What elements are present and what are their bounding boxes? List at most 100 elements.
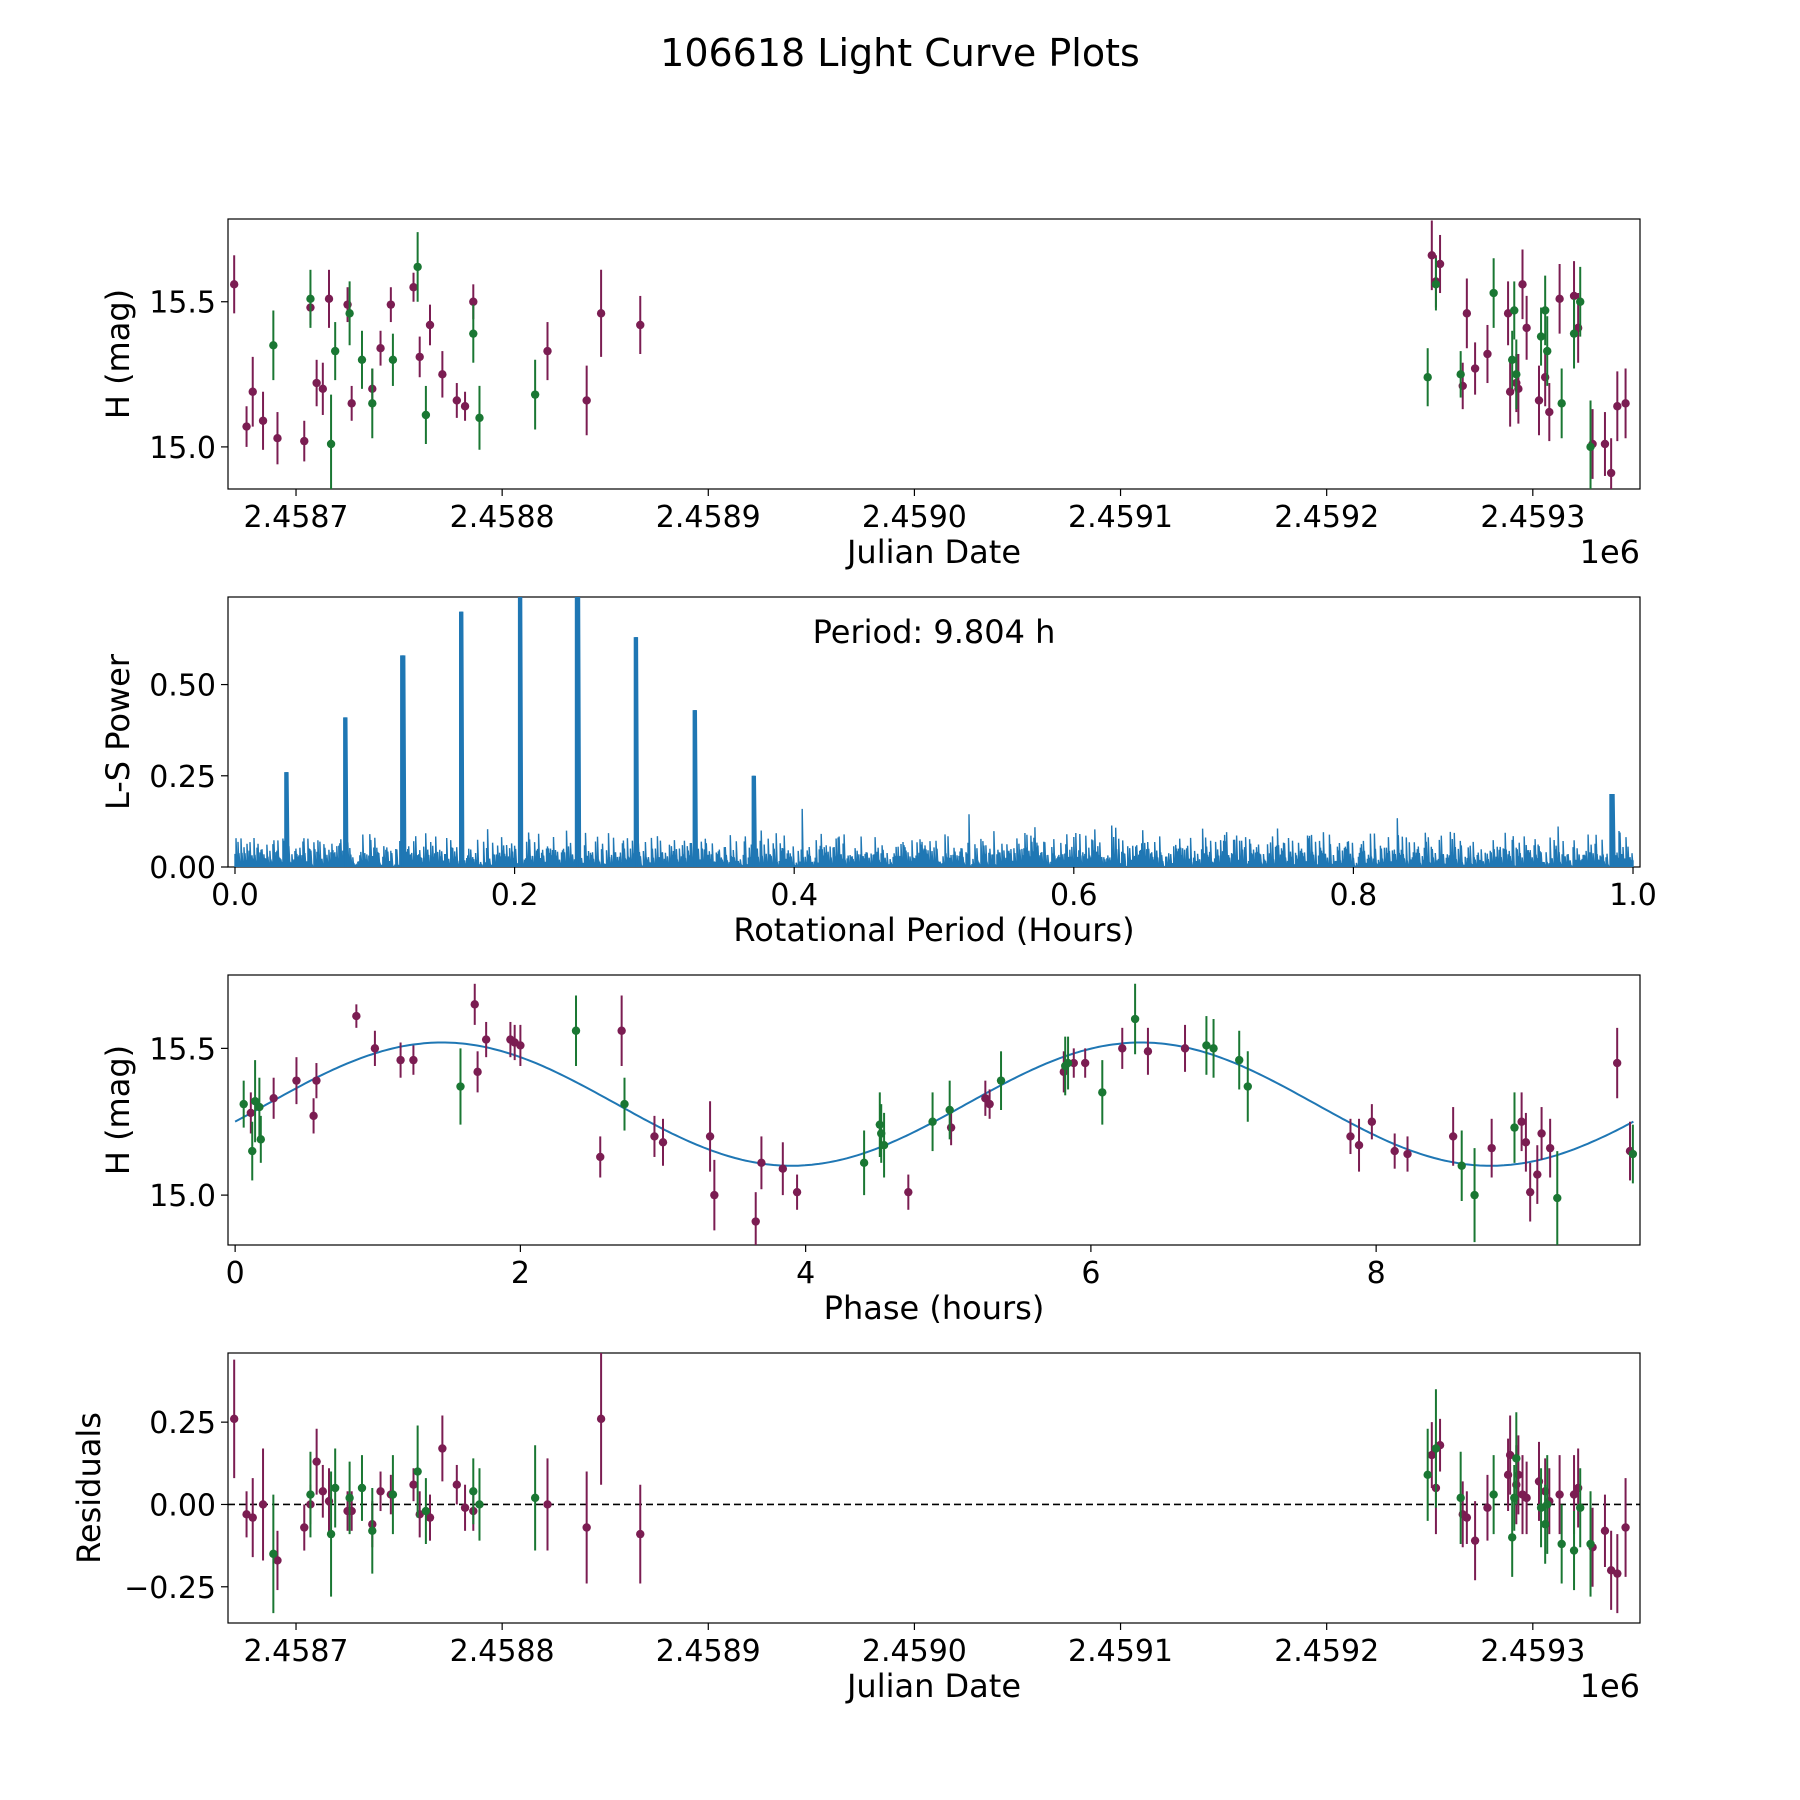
data-point: [571, 995, 581, 1066]
y-tick-label: 0.25: [149, 760, 216, 795]
point-marker: [306, 294, 315, 304]
data-point: [415, 336, 424, 378]
data-point: [229, 255, 239, 314]
data-point: [1512, 339, 1521, 410]
point-marker: [1621, 399, 1630, 408]
y-axis-label-phase-fold: H (mag): [99, 1045, 137, 1175]
point-marker: [425, 1513, 435, 1522]
x-axis-label-light-curve: Julian Date: [845, 533, 1021, 571]
x-tick-label: 2.4592: [1274, 500, 1379, 535]
x-tick-label: 0.8: [1330, 878, 1378, 913]
point-marker: [1600, 439, 1610, 449]
x-tick: 0: [226, 1245, 245, 1291]
point-marker: [255, 1102, 264, 1112]
point-marker: [352, 1011, 361, 1021]
data-point: [300, 1504, 309, 1551]
data-point: [1628, 1124, 1638, 1184]
point-marker: [248, 1513, 257, 1522]
point-marker: [1512, 370, 1521, 379]
data-point: [1522, 295, 1531, 360]
point-marker: [269, 1094, 278, 1103]
y-ticks-periodogram: 0.00 0.25 0.50: [149, 669, 228, 886]
point-marker: [470, 1000, 479, 1009]
point-marker: [318, 1487, 328, 1496]
point-marker: [1534, 396, 1544, 405]
x-ticks-phase-fold: 0 2 4 6 8: [226, 1245, 1386, 1291]
point-marker: [300, 1523, 309, 1532]
point-marker: [475, 1500, 484, 1509]
x-ticks-residuals: 2.4587 2.4588 2.4589 2.4590 2.4591 2.4592 2.45…: [244, 1623, 1585, 1669]
point-marker: [1536, 332, 1546, 341]
x-offset-label-residuals: 1e6: [1580, 1667, 1640, 1705]
point-marker: [481, 1035, 491, 1044]
point-marker: [1510, 1123, 1519, 1132]
x-tick-label: 2.4591: [1068, 500, 1173, 535]
data-point: [1569, 298, 1579, 369]
data-point: [620, 1077, 629, 1131]
point-marker: [582, 396, 591, 405]
y-tick-label: 0.00: [149, 851, 216, 886]
point-marker: [409, 283, 418, 292]
point-marker: [324, 294, 334, 304]
data-point: [388, 333, 398, 386]
data-point: [1586, 400, 1595, 489]
panel-residuals: 2.4587 2.4588 2.4589 2.4590 2.4591 2.4592 2.45…: [70, 1352, 1641, 1705]
x-tick: 2.4587: [244, 1623, 349, 1669]
y-tick: 15.5: [149, 286, 228, 321]
data-point: [1505, 1415, 1515, 1495]
data-point: [1586, 1491, 1595, 1597]
y-tick: 0.25: [149, 1406, 228, 1441]
point-marker: [456, 1082, 465, 1091]
data-point: [388, 1455, 398, 1535]
x-tick-label: 2.4593: [1480, 1634, 1585, 1669]
data-point: [1209, 1019, 1218, 1078]
y-tick: −0.25: [124, 1571, 228, 1606]
data-point: [658, 1118, 668, 1166]
data-point: [326, 1471, 336, 1597]
point-marker: [946, 1123, 956, 1132]
point-marker: [530, 1493, 540, 1503]
data-point: [347, 385, 356, 421]
point-marker: [306, 1490, 315, 1499]
data-point: [246, 1092, 256, 1134]
point-marker: [1576, 1503, 1585, 1512]
point-marker: [1403, 1149, 1412, 1159]
point-marker: [376, 1487, 385, 1496]
point-marker: [421, 1506, 431, 1516]
point-marker: [879, 1141, 889, 1150]
ls-power-curve: [234, 597, 1634, 867]
plot-frame-phase-fold: [227, 974, 1641, 1246]
data-point: [269, 1494, 278, 1614]
data-point: [1553, 1151, 1562, 1245]
y-tick-label: 0.50: [149, 669, 216, 704]
point-marker: [347, 399, 356, 408]
point-marker: [1522, 1493, 1531, 1503]
point-marker: [345, 1493, 354, 1503]
data-point: [636, 1484, 645, 1584]
point-marker: [452, 396, 462, 405]
point-marker: [1613, 402, 1622, 411]
point-marker: [370, 1044, 380, 1053]
data-point: [1503, 281, 1513, 346]
point-marker: [596, 1152, 605, 1162]
point-marker: [273, 433, 282, 443]
data-point: [273, 412, 282, 465]
data-point: [1545, 383, 1554, 442]
data-point: [229, 1359, 239, 1479]
data-point: [239, 1080, 248, 1128]
data-point: [1512, 1412, 1521, 1505]
data-point: [292, 1057, 301, 1105]
data-point: [386, 287, 396, 323]
point-marker: [438, 370, 447, 379]
plot-frame-residuals: [227, 1352, 1641, 1624]
point-marker: [1130, 1014, 1140, 1024]
data-point: [345, 281, 354, 346]
x-ticks-periodogram: 0.0 0.2 0.4 0.6 0.8 1.0: [211, 867, 1657, 913]
x-tick: 2.4589: [656, 489, 761, 535]
data-point: [312, 1428, 321, 1495]
point-marker: [1235, 1055, 1244, 1065]
point-marker: [300, 436, 309, 446]
point-marker: [312, 1076, 321, 1085]
panel-periodogram: 0.0 0.2 0.4 0.6 0.8 1.0 0.00 0.25 0.50 Period: …: [99, 596, 1657, 949]
data-point: [1522, 1461, 1531, 1535]
